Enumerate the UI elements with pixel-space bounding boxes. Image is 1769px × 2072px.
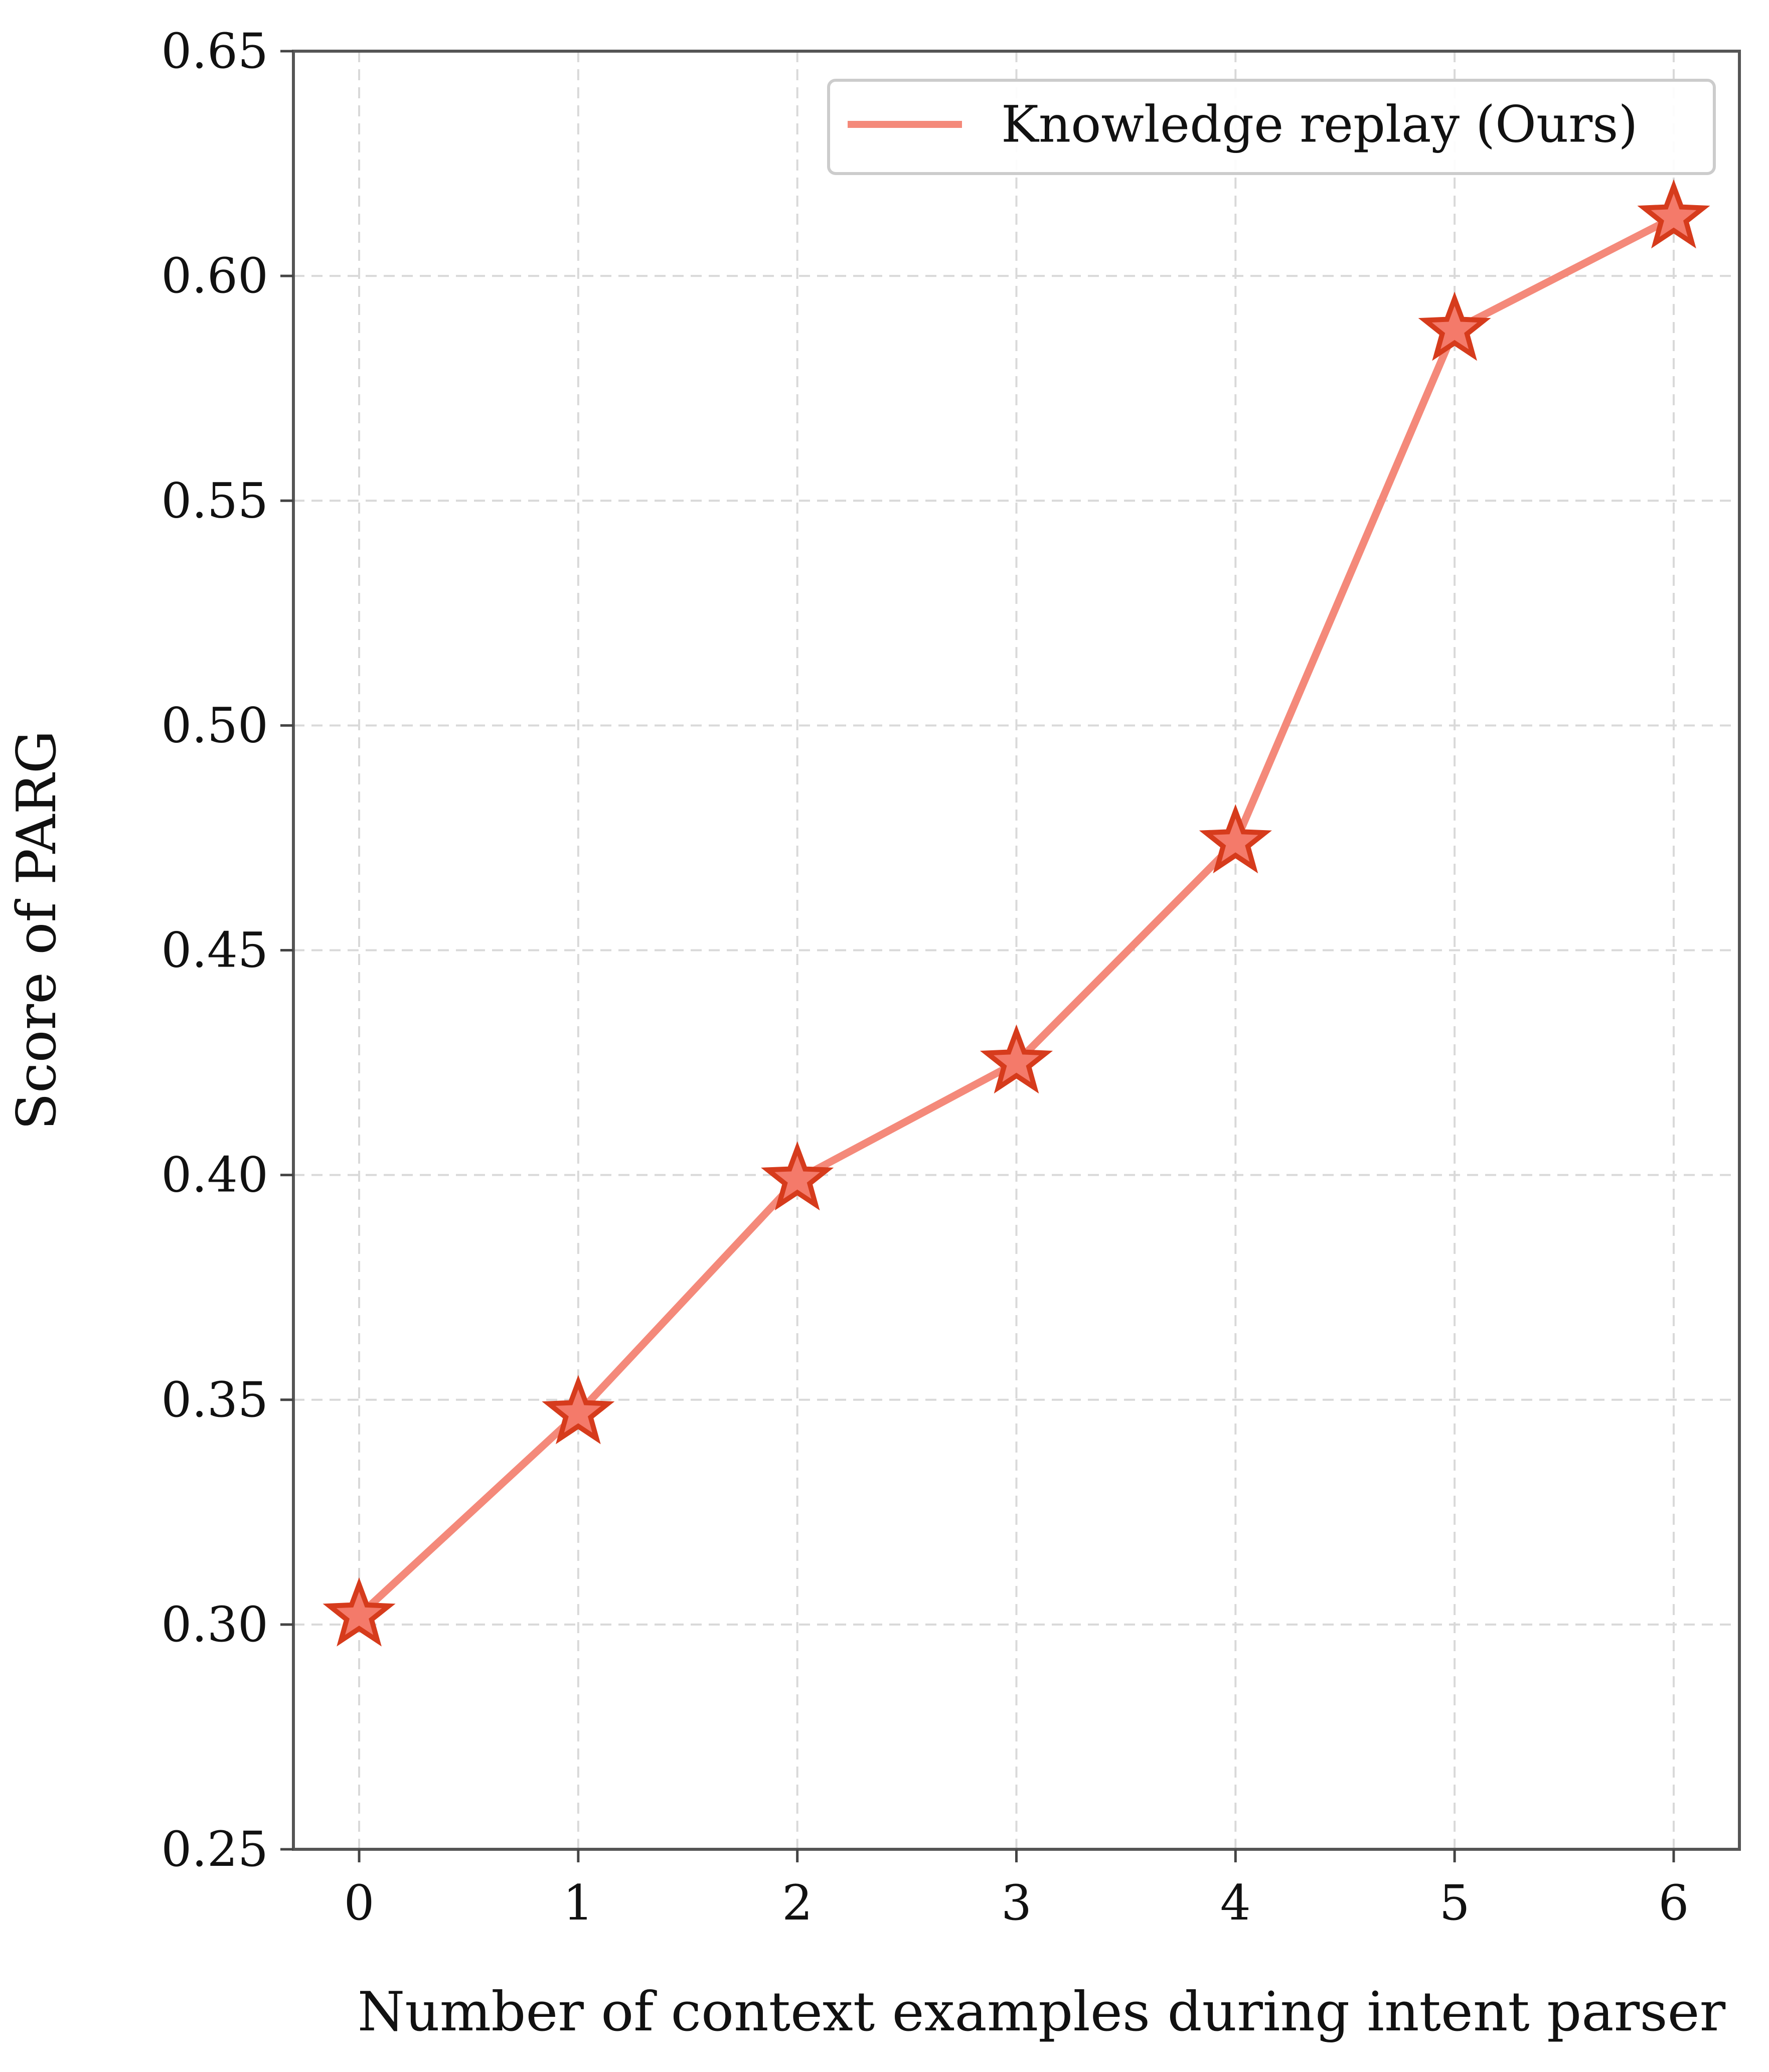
x-axis-title: Number of context examples during intent… bbox=[358, 1981, 1726, 2043]
y-tick-label: 0.50 bbox=[161, 697, 268, 753]
y-axis-title: Score of PARG bbox=[6, 730, 68, 1130]
data-point-star bbox=[980, 1024, 1053, 1094]
data-point-star bbox=[323, 1577, 396, 1647]
data-point-star bbox=[1637, 179, 1710, 249]
grid bbox=[293, 50, 1739, 1850]
y-tick-label: 0.35 bbox=[161, 1372, 268, 1428]
y-tick-label: 0.65 bbox=[161, 23, 268, 79]
data-point-star bbox=[1199, 804, 1272, 874]
legend-box bbox=[827, 79, 1716, 175]
legend: Knowledge replay (Ours) bbox=[827, 79, 1716, 175]
x-tick-label: 3 bbox=[1001, 1875, 1032, 1931]
y-tick-label: 0.55 bbox=[161, 472, 268, 529]
data-point-star bbox=[1418, 291, 1491, 361]
x-tick-label: 5 bbox=[1439, 1875, 1470, 1931]
data-point-star bbox=[761, 1141, 834, 1211]
x-tick-label: 1 bbox=[563, 1875, 593, 1931]
x-tick-label: 0 bbox=[344, 1875, 375, 1931]
axis-ticks: 0 1 2 3 4 5 6 0.25 0.30 0.35 0.40 0.45 0.50 0.55 0.60 0… bbox=[161, 23, 1689, 1931]
y-tick-label: 0.40 bbox=[161, 1147, 268, 1203]
y-tick-label: 0.45 bbox=[161, 922, 268, 979]
x-tick-label: 6 bbox=[1658, 1875, 1689, 1931]
y-tick-label: 0.60 bbox=[161, 248, 268, 304]
series-layer bbox=[323, 179, 1710, 1647]
legend-label-knowledge-replay: Knowledge replay (Ours) bbox=[1001, 95, 1638, 154]
y-tick-label: 0.25 bbox=[161, 1821, 268, 1877]
x-tick-label: 2 bbox=[782, 1875, 813, 1931]
data-point-star bbox=[542, 1375, 615, 1445]
y-tick-label: 0.30 bbox=[161, 1597, 268, 1653]
x-tick-label: 4 bbox=[1220, 1875, 1251, 1931]
